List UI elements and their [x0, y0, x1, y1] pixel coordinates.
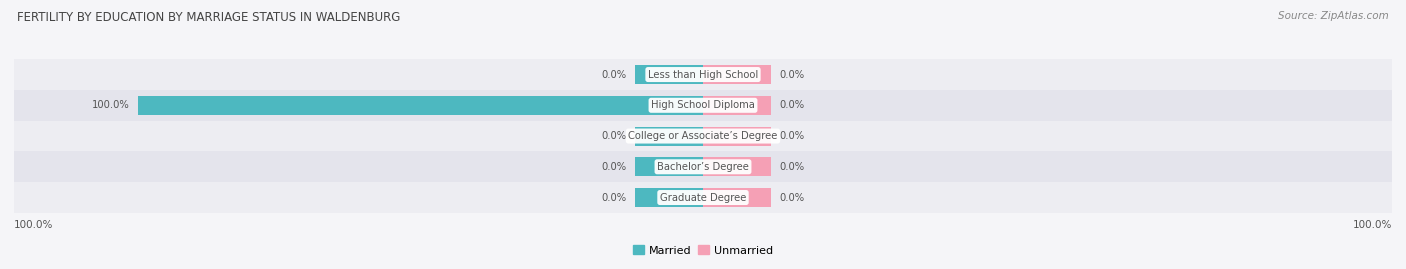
Text: 100.0%: 100.0%	[91, 100, 129, 110]
Bar	[14, 121, 1392, 151]
Text: Less than High School: Less than High School	[648, 70, 758, 80]
Text: 0.0%: 0.0%	[779, 70, 804, 80]
Text: FERTILITY BY EDUCATION BY MARRIAGE STATUS IN WALDENBURG: FERTILITY BY EDUCATION BY MARRIAGE STATU…	[17, 11, 401, 24]
Text: 0.0%: 0.0%	[779, 193, 804, 203]
Bar	[138, 96, 703, 115]
Text: 0.0%: 0.0%	[602, 193, 627, 203]
Text: College or Associate’s Degree: College or Associate’s Degree	[628, 131, 778, 141]
Bar	[703, 126, 770, 146]
Text: 0.0%: 0.0%	[602, 70, 627, 80]
Bar	[14, 90, 1392, 121]
Text: 0.0%: 0.0%	[779, 100, 804, 110]
Text: Bachelor’s Degree: Bachelor’s Degree	[657, 162, 749, 172]
Text: High School Diploma: High School Diploma	[651, 100, 755, 110]
Bar	[636, 65, 703, 84]
Bar	[14, 182, 1392, 213]
Text: 0.0%: 0.0%	[779, 162, 804, 172]
Bar	[703, 188, 770, 207]
Bar	[14, 59, 1392, 90]
Text: 0.0%: 0.0%	[602, 131, 627, 141]
Text: 0.0%: 0.0%	[602, 162, 627, 172]
Text: 0.0%: 0.0%	[779, 131, 804, 141]
Bar	[703, 65, 770, 84]
Text: 100.0%: 100.0%	[1353, 220, 1392, 230]
Bar	[703, 96, 770, 115]
Bar	[636, 188, 703, 207]
Text: Source: ZipAtlas.com: Source: ZipAtlas.com	[1278, 11, 1389, 21]
Bar	[636, 126, 703, 146]
Text: Graduate Degree: Graduate Degree	[659, 193, 747, 203]
Bar	[636, 157, 703, 176]
Bar	[703, 157, 770, 176]
Legend: Married, Unmarried: Married, Unmarried	[628, 241, 778, 260]
Text: 100.0%: 100.0%	[14, 220, 53, 230]
Bar	[14, 151, 1392, 182]
